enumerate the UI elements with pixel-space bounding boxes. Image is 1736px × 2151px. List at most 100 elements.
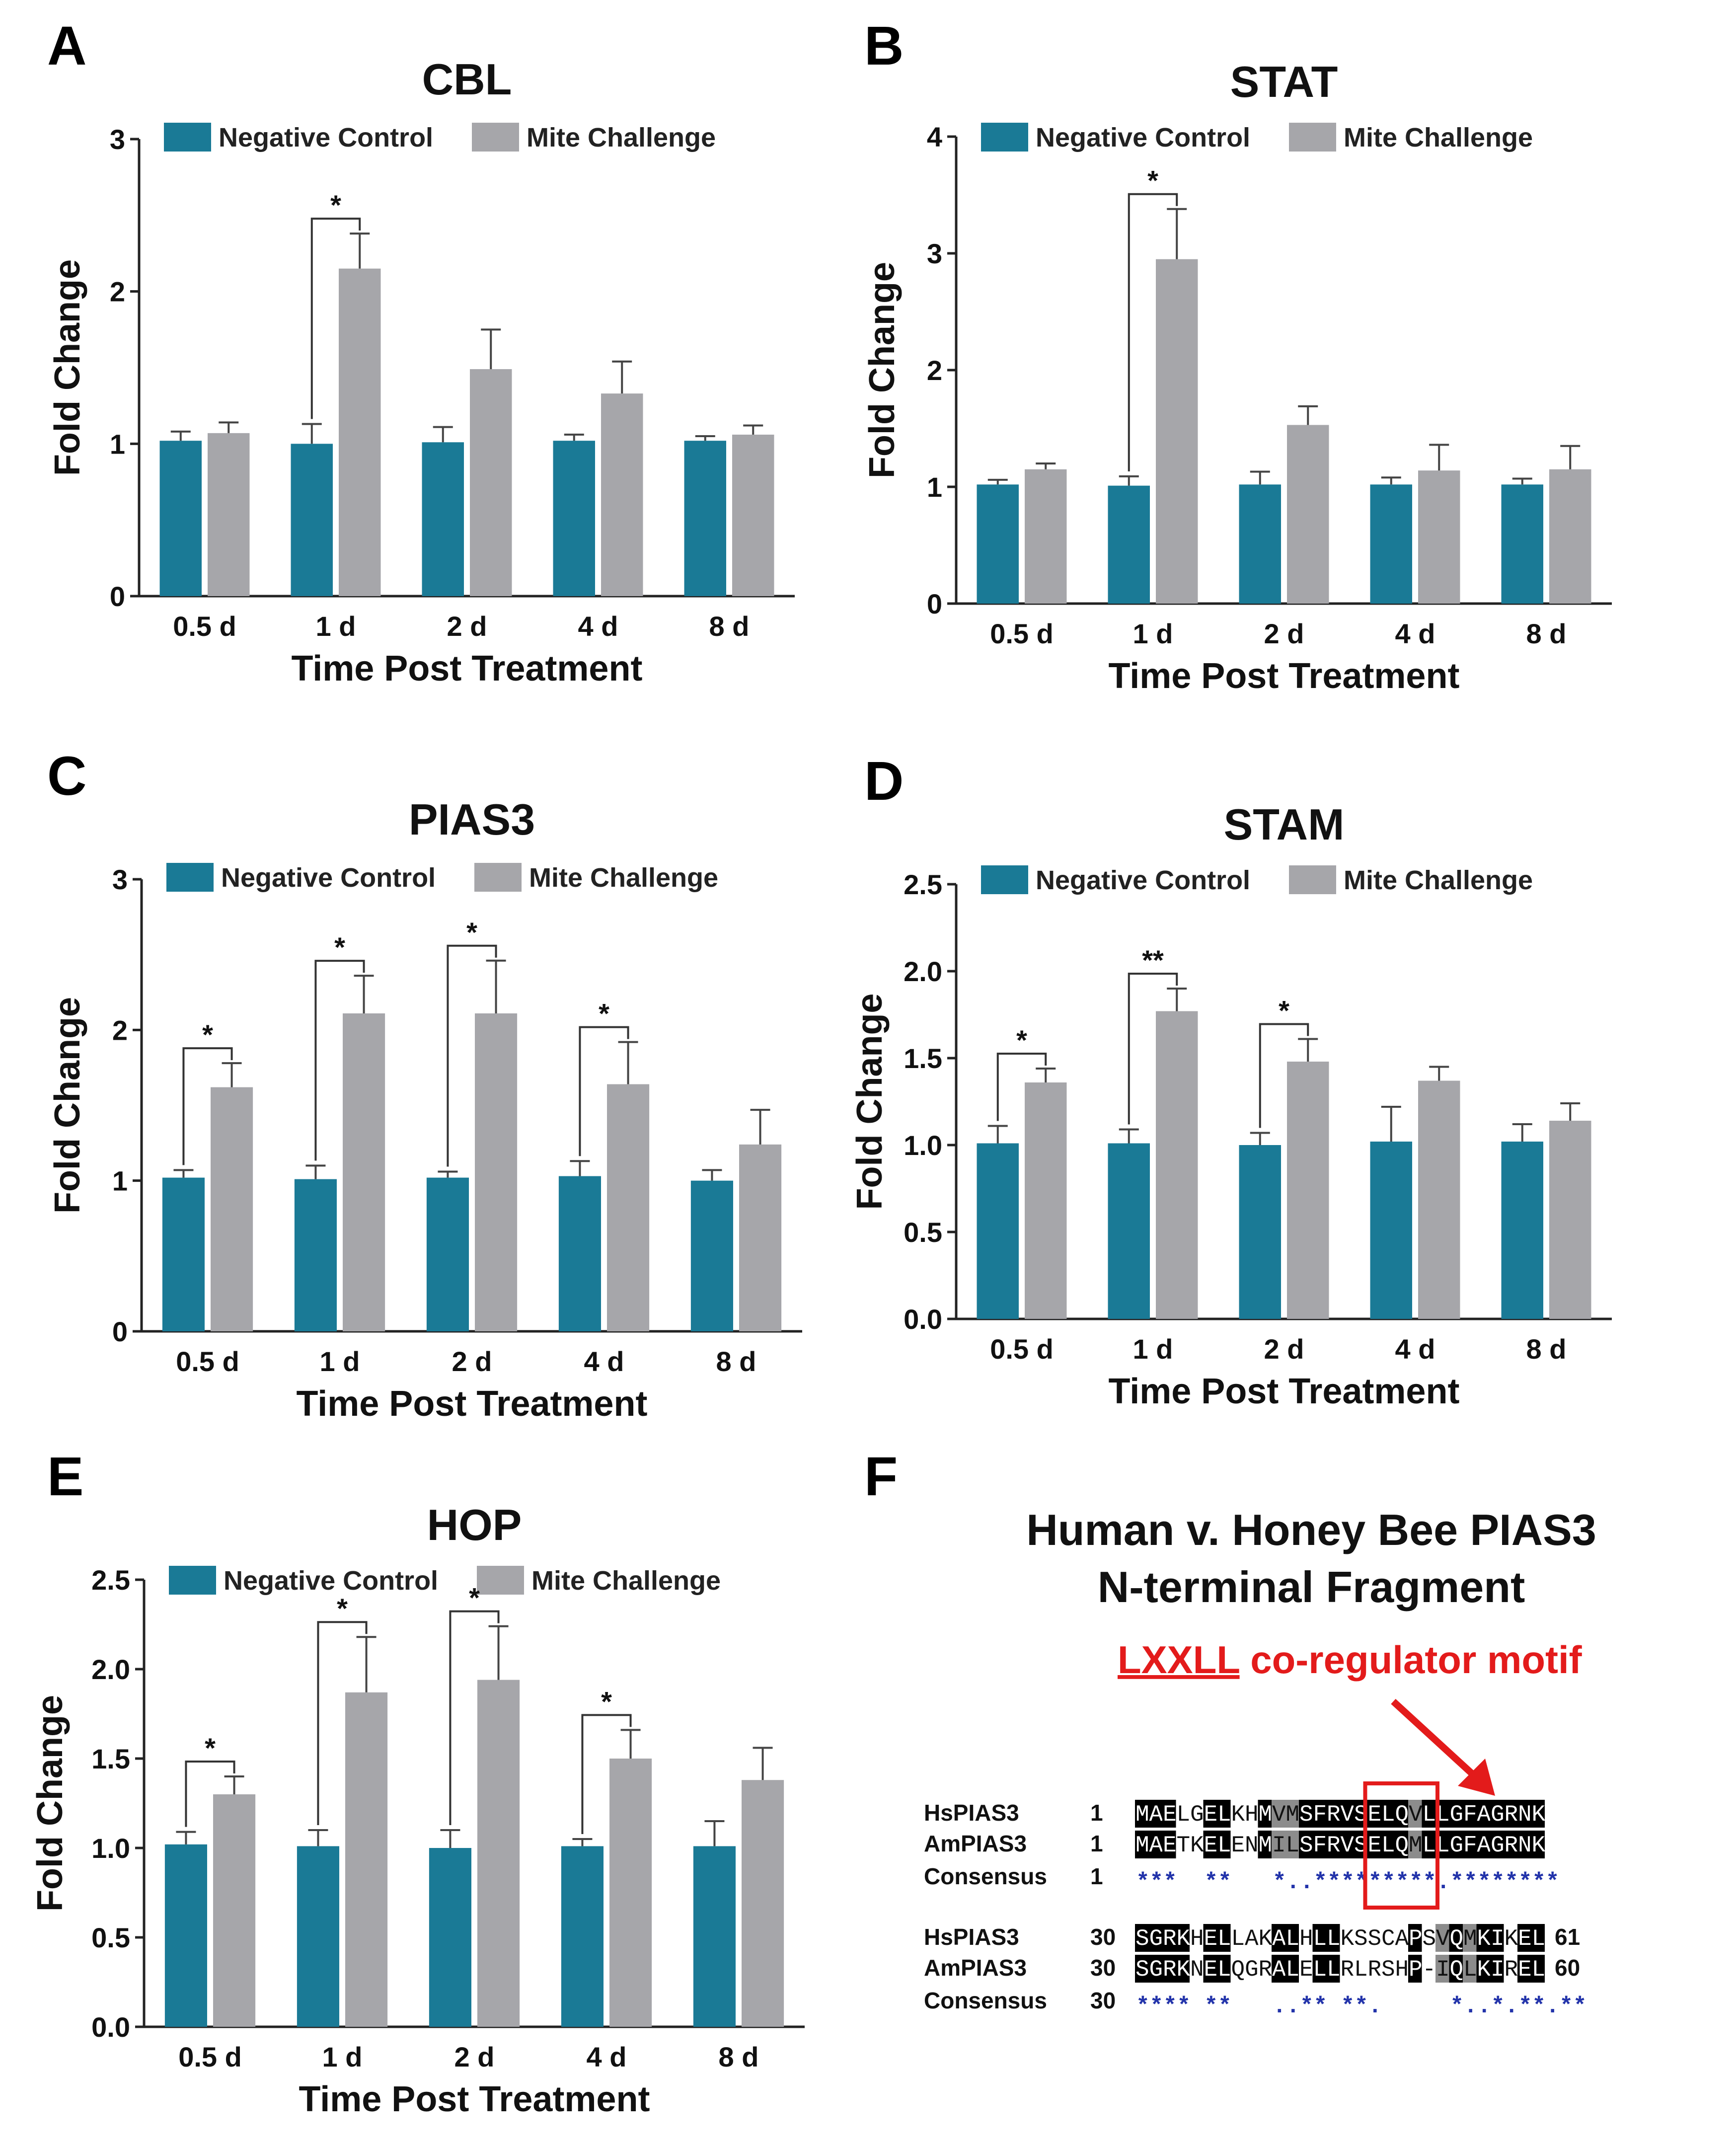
residue-shading — [1340, 1800, 1354, 1828]
residue-shading — [1203, 1831, 1217, 1858]
y-tick-label: 1 — [927, 471, 942, 503]
legend-label-mite-challenge: Mite Challenge — [1344, 123, 1533, 153]
y-tick-label: 2 — [110, 276, 125, 307]
bar-mite-challenge — [1025, 469, 1067, 604]
residue: R — [1341, 1957, 1355, 1983]
residue: E — [1163, 1833, 1177, 1858]
residue: K — [1190, 1833, 1204, 1858]
residue-shading — [1312, 1800, 1326, 1828]
bar-negative-control — [977, 1143, 1019, 1319]
residue-shading — [1531, 1800, 1545, 1828]
y-axis-label: Fold Change — [862, 262, 902, 478]
residue: L — [1217, 1926, 1231, 1952]
bar-mite-challenge — [1156, 1011, 1198, 1319]
bar-mite-challenge — [1025, 1082, 1067, 1319]
residue: L — [1217, 1802, 1231, 1828]
residue: L — [1286, 1833, 1300, 1858]
panel-letter-d: D — [864, 751, 904, 812]
residue-shading — [1517, 1924, 1531, 1952]
residue: I — [1491, 1957, 1505, 1983]
residue: S — [1368, 1926, 1382, 1952]
sequence-start: 1 — [1090, 1831, 1103, 1856]
residue: R — [1505, 1833, 1518, 1858]
consensus-line: *** ** *..*********.******** — [1136, 1869, 1560, 1895]
x-tick-label: 4 d — [1395, 618, 1435, 649]
legend-swatch-negative-control — [981, 865, 1028, 894]
residue-shading — [1135, 1955, 1149, 1983]
residue-shading — [1148, 1955, 1162, 1983]
y-tick-label: 1.5 — [904, 1043, 942, 1074]
sequence-name: HsPIAS3 — [924, 1924, 1019, 1950]
bar-mite-challenge — [1287, 425, 1329, 604]
sequence-start: 1 — [1090, 1800, 1103, 1826]
panel-letter-f: F — [864, 1446, 898, 1507]
legend-label-negative-control: Negative Control — [224, 1566, 438, 1596]
residue-shading — [1504, 1831, 1517, 1858]
legend-swatch-mite-challenge — [472, 123, 519, 152]
residue: A — [1149, 1802, 1163, 1828]
residue: R — [1259, 1957, 1273, 1983]
x-tick-label: 1 d — [1133, 1333, 1173, 1365]
significance-marker: * — [599, 998, 609, 1029]
bar-negative-control — [164, 1844, 207, 2027]
motif-description: co-regulator motif — [1240, 1638, 1583, 1682]
residue: L — [1286, 1926, 1300, 1952]
residue: Q — [1395, 1833, 1409, 1858]
consensus-start: 1 — [1090, 1863, 1103, 1889]
residue-shading — [1326, 1924, 1340, 1952]
residue-shading — [1135, 1924, 1149, 1952]
motif-label: LXXLL co-regulator motif — [1118, 1638, 1583, 1682]
residue: K — [1259, 1926, 1273, 1952]
motif-arrow-head — [1458, 1759, 1495, 1796]
residue-shading — [1517, 1955, 1531, 1983]
significance-bracket — [581, 1714, 632, 1834]
chart-title: STAM — [1224, 800, 1345, 849]
residue: A — [1272, 1957, 1286, 1983]
y-tick-label: 3 — [927, 238, 942, 269]
y-tick-label: 1 — [110, 428, 125, 460]
bar-mite-challenge — [609, 1759, 652, 2027]
legend-swatch-mite-challenge — [474, 863, 522, 892]
significance-bracket — [1259, 1023, 1309, 1128]
x-tick-label: 4 d — [584, 1346, 624, 1377]
significance-bracket — [185, 1761, 235, 1827]
residue-shading — [1272, 1924, 1285, 1952]
residue-shading — [1162, 1955, 1176, 1983]
residue-shading — [1476, 1924, 1490, 1952]
y-tick-label: 0.0 — [904, 1304, 942, 1335]
bar-negative-control — [422, 442, 464, 596]
residue: K — [1177, 1957, 1191, 1983]
panel-letter-e: E — [47, 1446, 83, 1507]
bar-negative-control — [977, 484, 1019, 604]
residue: E — [1231, 1833, 1245, 1858]
residue: E — [1204, 1957, 1218, 1983]
residue-shading — [1135, 1800, 1149, 1828]
residue: L — [1423, 1802, 1436, 1828]
bar-negative-control — [684, 441, 726, 596]
residue: T — [1177, 1833, 1191, 1858]
y-axis-label: Fold Change — [850, 994, 890, 1210]
y-tick-label: 3 — [112, 864, 128, 895]
y-axis-label: Fold Change — [48, 997, 87, 1214]
alignment-title-line1: Human v. Honey Bee PIAS3 — [1026, 1505, 1596, 1554]
residue: L — [1381, 1802, 1395, 1828]
residue-shading — [1476, 1831, 1490, 1858]
motif-highlight-box — [1363, 1781, 1439, 1910]
legend-label-negative-control: Negative Control — [1036, 865, 1250, 895]
residue: L — [1177, 1802, 1191, 1828]
residue: N — [1190, 1957, 1204, 1983]
residue: V — [1341, 1802, 1355, 1828]
y-tick-label: 2.5 — [91, 1564, 130, 1596]
residue: P — [1409, 1926, 1423, 1952]
chart-c: PIAS3 Negative Control Mite Challenge 0 1 2 3 F… — [48, 795, 802, 1424]
residue-shading — [1258, 1831, 1272, 1858]
residue: L — [1327, 1926, 1341, 1952]
y-tick-label: 0 — [110, 581, 125, 612]
significance-marker: * — [334, 931, 345, 963]
residue: L — [1532, 1926, 1546, 1952]
residue: H — [1299, 1926, 1313, 1952]
residue-shading — [1272, 1955, 1285, 1983]
residue-shading — [1422, 1831, 1435, 1858]
residue-shading — [1449, 1800, 1463, 1828]
y-tick-label: 1.0 — [91, 1833, 130, 1864]
